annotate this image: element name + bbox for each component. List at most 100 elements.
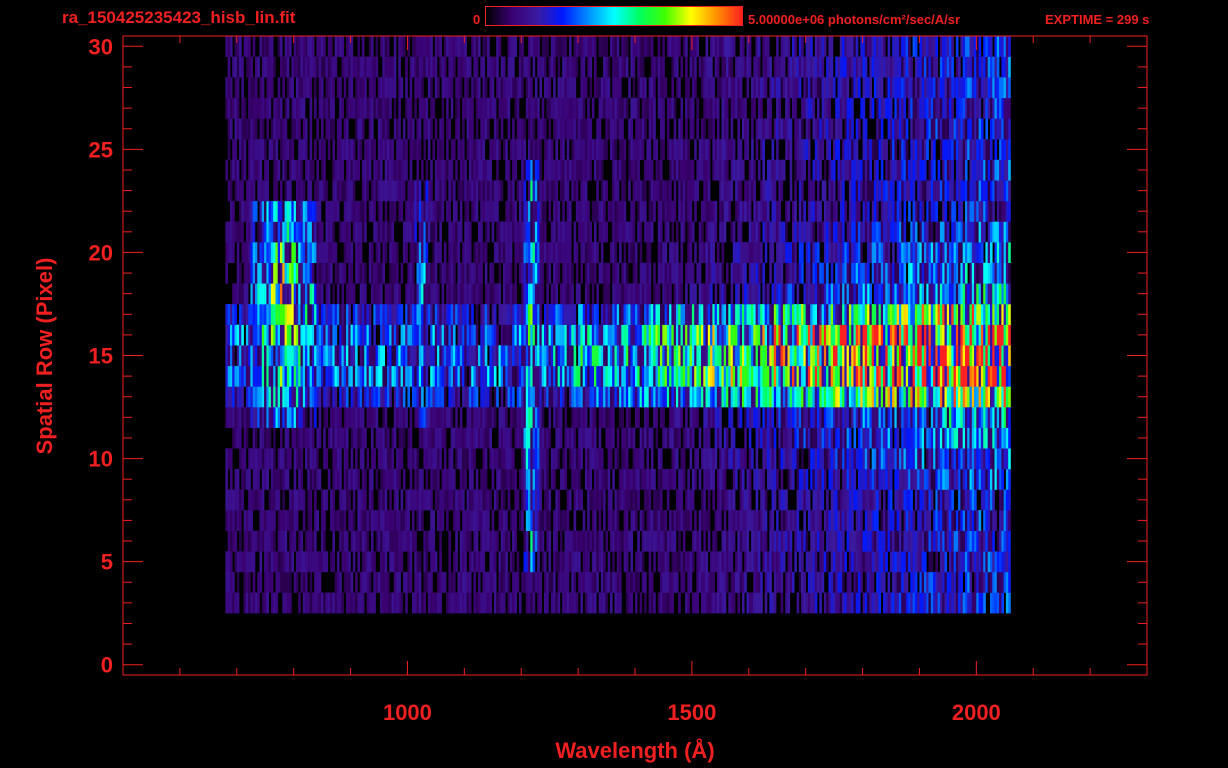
heatmap-cell: [591, 427, 595, 449]
heatmap-cell: [389, 324, 392, 346]
heatmap-cell: [905, 551, 909, 573]
heatmap-cell: [869, 468, 872, 490]
heatmap-cell: [423, 345, 426, 367]
heatmap-cell: [359, 345, 363, 367]
heatmap-cell: [234, 324, 238, 346]
heatmap-cell: [894, 345, 897, 367]
heatmap-cell: [534, 427, 538, 449]
heatmap-cell: [425, 304, 429, 325]
heatmap-cell: [430, 386, 433, 408]
heatmap-cell: [286, 427, 290, 449]
heatmap-cell: [805, 304, 809, 325]
heatmap-cell: [828, 386, 831, 408]
heatmap-cell: [453, 345, 456, 367]
heatmap-cell: [473, 448, 476, 470]
heatmap-cell: [971, 489, 975, 511]
heatmap-cell: [655, 324, 659, 346]
heatmap-cell: [384, 592, 388, 614]
heatmap-cell: [901, 283, 904, 305]
heatmap-cell: [767, 386, 770, 408]
heatmap-cell: [307, 324, 310, 346]
heatmap-cell: [402, 386, 406, 408]
heatmap-cell: [924, 468, 927, 490]
heatmap-cell: [230, 345, 233, 367]
heatmap-cell: [892, 304, 895, 325]
heatmap-cell: [828, 283, 831, 305]
heatmap-cell: [225, 365, 228, 387]
heatmap-cell: [719, 468, 722, 490]
heatmap-cell: [953, 427, 957, 449]
heatmap-cell: [325, 448, 329, 470]
heatmap-cell: [409, 448, 413, 470]
heatmap-cell: [926, 283, 929, 305]
heatmap-cell: [835, 365, 838, 387]
heatmap-cell: [341, 262, 345, 284]
heatmap-cell: [757, 427, 761, 449]
heatmap-cell: [437, 592, 440, 614]
heatmap-cell: [580, 304, 583, 325]
heatmap-cell: [559, 324, 563, 346]
heatmap-cell: [691, 592, 695, 614]
heatmap-cell: [958, 324, 961, 346]
heatmap-cell: [864, 386, 868, 408]
heatmap-cell: [776, 386, 779, 408]
heatmap-cell: [933, 571, 936, 593]
heatmap-cell: [792, 510, 795, 531]
heatmap-cell: [919, 530, 922, 552]
heatmap-cell: [951, 489, 954, 511]
heatmap-cell: [901, 489, 904, 511]
heatmap-cell: [971, 283, 975, 305]
heatmap-cell: [767, 407, 770, 428]
heatmap-cell: [523, 489, 527, 511]
heatmap-cell: [300, 489, 304, 511]
heatmap-cell: [612, 551, 615, 573]
heatmap-cell: [402, 427, 406, 449]
heatmap-cell: [464, 283, 467, 305]
heatmap-cell: [921, 530, 925, 552]
heatmap-cell: [582, 551, 586, 573]
heatmap-cell: [942, 489, 945, 511]
heatmap-cell: [382, 365, 385, 387]
heatmap-cell: [264, 283, 267, 305]
heatmap-cell: [505, 468, 508, 490]
heatmap-cell: [427, 489, 431, 511]
heatmap-cell: [437, 345, 440, 367]
heatmap-cell: [266, 386, 269, 408]
heatmap-cell: [924, 386, 927, 408]
heatmap-cell: [889, 592, 893, 614]
heatmap-cell: [327, 324, 331, 346]
heatmap-cell: [867, 304, 870, 325]
heatmap-cell: [630, 510, 633, 531]
heatmap-cell: [528, 427, 531, 449]
heatmap-cell: [300, 386, 304, 408]
heatmap-cell: [744, 386, 747, 408]
heatmap-cell: [992, 407, 995, 428]
heatmap-cell: [434, 365, 438, 387]
heatmap-cell: [384, 448, 388, 470]
heatmap-cell: [735, 345, 738, 367]
heatmap-cell: [796, 283, 800, 305]
heatmap-cell: [250, 530, 253, 552]
heatmap-cell: [534, 304, 538, 325]
heatmap-cell: [455, 365, 458, 387]
heatmap-cell: [473, 530, 476, 552]
heatmap-cell: [730, 448, 734, 470]
heatmap-cell: [484, 324, 488, 346]
heatmap-cell: [323, 427, 326, 449]
heatmap-cell: [746, 345, 750, 367]
heatmap-cell: [364, 345, 367, 367]
heatmap-cell: [564, 592, 568, 614]
heatmap-cell: [687, 510, 690, 531]
heatmap-cell: [266, 427, 269, 449]
heatmap-cell: [334, 365, 338, 387]
heatmap-cell: [985, 530, 988, 552]
heatmap-cell: [566, 283, 570, 305]
heatmap-cell: [846, 407, 850, 428]
heatmap-cell: [635, 407, 638, 428]
heatmap-cell: [514, 592, 517, 614]
heatmap-cell: [482, 571, 486, 593]
heatmap-cell: [437, 283, 440, 305]
heatmap-cell: [307, 468, 310, 490]
heatmap-cell: [910, 324, 913, 346]
heatmap-cell: [928, 551, 932, 573]
